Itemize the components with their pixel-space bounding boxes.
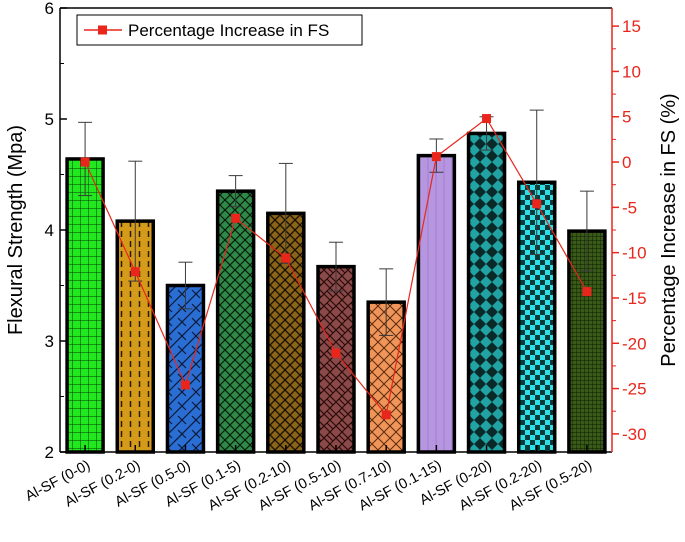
right-tick-label: -30 — [622, 425, 647, 444]
percentage-point-8 — [431, 152, 441, 162]
left-tick-label: 2 — [45, 443, 54, 462]
error-bar-3 — [178, 261, 193, 310]
error-bars-layer — [78, 109, 594, 336]
right-tick-label: -10 — [622, 244, 647, 263]
left-tick-label: 3 — [45, 332, 54, 351]
left-tick-label: 4 — [45, 221, 54, 240]
percentage-point-11 — [582, 287, 592, 297]
y-axis-title: Flexural Strength (Mpa) — [5, 125, 27, 335]
bar-3 — [165, 283, 206, 454]
error-bar-11 — [579, 190, 594, 272]
right-tick-label: 5 — [622, 108, 631, 127]
bar-1 — [65, 157, 105, 454]
right-tick-label: 10 — [622, 62, 641, 81]
error-bar-6 — [329, 241, 343, 292]
percentage-point-1 — [80, 157, 90, 167]
percentage-line-layer — [80, 114, 592, 420]
percentage-point-9 — [482, 114, 492, 124]
x-ticks-layer: Al-SF (0-0)Al-SF (0.2-0)Al-SF (0.5-0)Al-… — [23, 445, 595, 514]
bar-10 — [516, 180, 557, 454]
percentage-point-2 — [130, 267, 140, 277]
y2-axis-title: Percentage Increase in FS (%) — [658, 93, 680, 366]
right-tick-label: -25 — [622, 380, 647, 399]
left-tick-label: 6 — [45, 0, 54, 18]
right-tick-label: -5 — [622, 198, 637, 217]
error-bar-4 — [228, 175, 243, 208]
percentage-point-3 — [180, 380, 190, 390]
legend-square-marker — [98, 25, 107, 35]
right-tick-label: 0 — [622, 153, 631, 172]
error-bar-7 — [379, 268, 394, 336]
percentage-point-7 — [381, 410, 391, 420]
bar-4 — [215, 189, 256, 454]
legend-label: Percentage Increase in FS — [128, 21, 329, 40]
right-ticks-layer: 15 10 5 0 -5 -10 -15 -20 -25 -30 — [612, 17, 647, 444]
legend: Percentage Increase in FS — [76, 14, 363, 46]
bar-8 — [416, 153, 457, 454]
right-tick-label: -20 — [622, 334, 647, 353]
bars-layer — [65, 131, 607, 454]
left-ticks-layer: 2 3 4 5 6 — [45, 0, 67, 462]
percentage-point-5 — [281, 253, 291, 263]
percentage-point-10 — [532, 199, 542, 209]
percentage-point-6 — [331, 348, 341, 358]
bar-6 — [316, 264, 356, 454]
left-tick-label: 5 — [45, 110, 54, 129]
error-bar-10 — [529, 109, 544, 255]
right-tick-label: 15 — [622, 17, 641, 36]
legend-box — [76, 14, 363, 46]
right-tick-label: -15 — [622, 289, 647, 308]
bar-9 — [466, 131, 507, 454]
percentage-point-4 — [231, 213, 241, 223]
error-bar-5 — [278, 162, 293, 264]
